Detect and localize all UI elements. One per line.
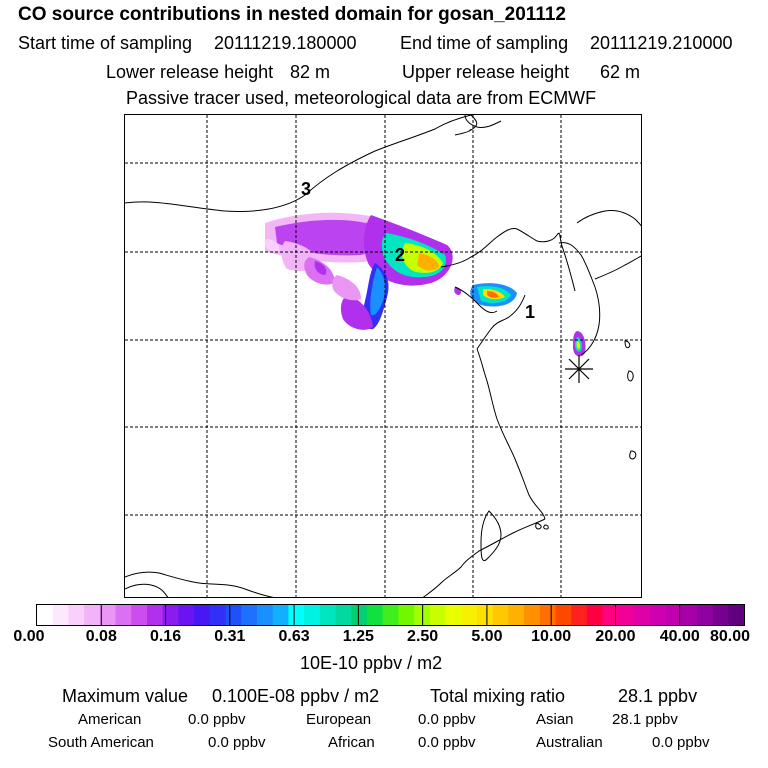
end-time-value: 20111219.210000 <box>590 33 733 53</box>
max-value: 0.100E-08 ppbv / m2 <box>212 686 380 706</box>
colorbar-unit: 10E-10 ppbv / m2 <box>300 653 443 673</box>
colorbar-swatch <box>209 605 227 625</box>
colorbar-swatch <box>398 605 415 625</box>
colorbar-swatch <box>241 605 258 625</box>
colorbar-tick-label: 0.31 <box>214 628 246 645</box>
map-panel: 1 2 3 <box>124 114 642 598</box>
region-label-1: 1 <box>525 302 535 322</box>
plume-shandong <box>454 283 517 307</box>
colorbar-tick-label: 1.25 <box>342 628 374 645</box>
african-label: African <box>328 734 375 751</box>
african-value: 0.0 ppbv <box>418 734 476 751</box>
colorbar <box>36 604 745 626</box>
colorbar-swatch <box>696 605 714 625</box>
colorbar-swatch <box>618 605 635 625</box>
coastlines <box>125 115 641 597</box>
colorbar-swatch <box>304 605 321 625</box>
colorbar-swatch <box>571 605 588 625</box>
colorbar-swatch <box>492 605 509 625</box>
colorbar-swatch <box>68 605 85 625</box>
colorbar-swatch <box>382 605 399 625</box>
plot-title: CO source contributions in nested domain… <box>18 4 566 25</box>
colorbar-tick-label: 0.16 <box>149 628 182 645</box>
colorbar-tick-label: 0.63 <box>278 628 310 645</box>
colorbar-swatch <box>728 605 744 625</box>
south-american-value: 0.0 ppbv <box>208 734 266 751</box>
colorbar-swatch <box>319 605 337 625</box>
asterisk-icon <box>565 355 593 383</box>
colorbar-swatch <box>335 605 352 625</box>
region-label-3: 3 <box>301 179 311 199</box>
colorbar-swatch <box>146 605 164 625</box>
colorbar-swatch <box>445 605 462 625</box>
asian-value: 28.1 ppbv <box>612 711 678 728</box>
american-label: American <box>78 711 142 728</box>
colorbar-tick-label: 0.00 <box>13 628 45 645</box>
plume-jeju <box>573 331 586 357</box>
lower-height-label: Lower release height <box>106 62 274 82</box>
map-canvas: 1 2 3 <box>125 115 641 597</box>
upper-height-value: 62 m <box>600 62 641 82</box>
max-value-label: Maximum value <box>62 686 189 706</box>
european-value: 0.0 ppbv <box>418 711 476 728</box>
plume-beijing <box>264 212 453 330</box>
colorbar-swatch <box>461 605 478 625</box>
australian-label: Australian <box>536 734 603 751</box>
colorbar-swatch <box>52 605 69 625</box>
colorbar-swatch <box>429 605 446 625</box>
colorbar-swatch <box>288 605 305 625</box>
lower-height-value: 82 m <box>290 62 331 82</box>
colorbar-swatch <box>712 605 729 625</box>
colorbar-tick-label: 80.00 <box>709 628 751 645</box>
colorbar-swatch <box>272 605 289 625</box>
tracer-note: Passive tracer used, meteorological data… <box>126 88 597 108</box>
graticule <box>125 115 641 597</box>
colorbar-swatch <box>649 605 666 625</box>
colorbar-swatch <box>225 605 242 625</box>
start-time-value: 20111219.180000 <box>214 33 357 53</box>
colorbar-swatch <box>476 605 494 625</box>
colorbar-swatch <box>178 605 195 625</box>
australian-value: 0.0 ppbv <box>652 734 710 751</box>
end-time-label: End time of sampling <box>400 33 569 53</box>
colorbar-swatch <box>539 605 556 625</box>
colorbar-swatch <box>555 605 572 625</box>
colorbar-swatches <box>37 605 744 625</box>
colorbar-swatch <box>681 605 698 625</box>
colorbar-swatch <box>37 605 54 625</box>
colorbar-swatch <box>524 605 541 625</box>
colorbar-swatch <box>194 605 211 625</box>
colorbar-swatch <box>115 605 132 625</box>
american-value: 0.0 ppbv <box>188 711 246 728</box>
total-mixing-label: Total mixing ratio <box>430 686 566 706</box>
total-mixing-value: 28.1 ppbv <box>618 686 698 706</box>
colorbar-swatch <box>256 605 274 625</box>
colorbar-tick-label: 2.50 <box>407 628 439 645</box>
colorbar-swatch <box>586 605 604 625</box>
colorbar-swatch <box>508 605 525 625</box>
colorbar-tick-label: 40.00 <box>659 628 700 645</box>
colorbar-tick-label: 0.08 <box>85 628 117 645</box>
colorbar-swatch <box>351 605 368 625</box>
colorbar-swatch <box>131 605 148 625</box>
colorbar-swatch <box>162 605 179 625</box>
colorbar-swatch <box>665 605 682 625</box>
start-time-label: Start time of sampling <box>18 33 193 53</box>
region-label-2: 2 <box>395 245 405 265</box>
colorbar-swatch <box>99 605 117 625</box>
asian-label: Asian <box>536 711 574 728</box>
colorbar-swatch <box>366 605 384 625</box>
colorbar-swatch <box>602 605 619 625</box>
colorbar-tick-label: 5.00 <box>471 628 503 645</box>
colorbar-tick-label: 10.00 <box>531 628 572 645</box>
upper-height-label: Upper release height <box>402 62 570 82</box>
european-label: European <box>306 711 372 728</box>
colorbar-swatch <box>634 605 651 625</box>
colorbar-tick-label: 20.00 <box>595 628 636 645</box>
south-american-label: South American <box>48 734 154 751</box>
colorbar-swatch <box>84 605 101 625</box>
